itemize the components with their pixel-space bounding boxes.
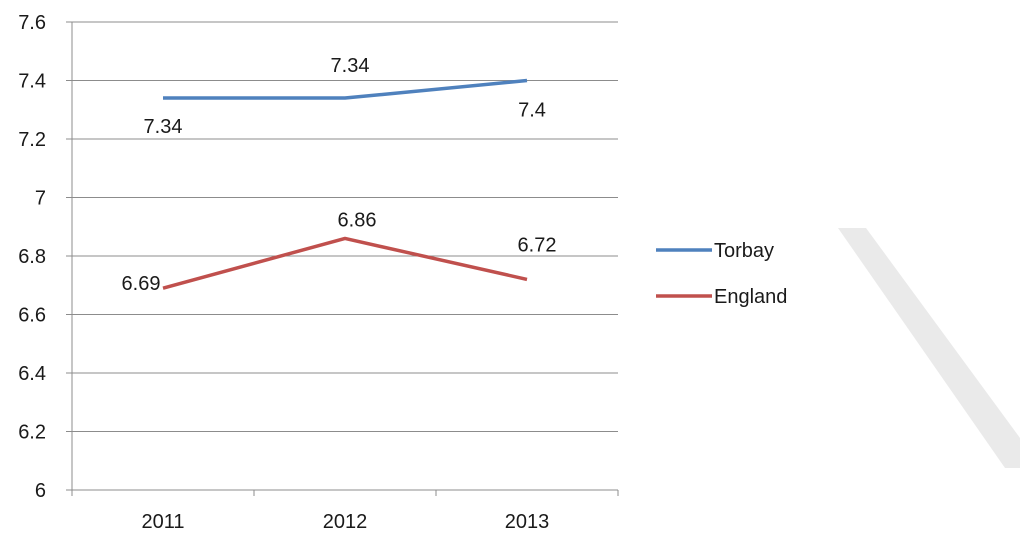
data-labels: 7.34 7.34 7.4 6.69 6.86 6.72 xyxy=(122,55,557,295)
x-tick-label: 2013 xyxy=(505,511,550,533)
legend: Torbay England xyxy=(656,240,787,308)
y-tick-label: 7.2 xyxy=(18,129,46,151)
y-axis-ticks: 6 6.2 6.4 6.6 6.8 7 7.2 7.4 7.6 xyxy=(18,12,72,502)
legend-label-torbay: Torbay xyxy=(714,240,774,262)
series-line-torbay xyxy=(163,78,528,100)
y-tick-label: 7.6 xyxy=(18,12,46,34)
data-label-torbay: 7.34 xyxy=(144,116,183,138)
x-tick-label: 2012 xyxy=(323,511,368,533)
y-tick-label: 7.4 xyxy=(18,71,46,93)
data-label-england: 6.72 xyxy=(518,234,557,256)
data-label-torbay: 7.4 xyxy=(518,100,546,122)
data-label-torbay: 7.34 xyxy=(331,55,370,77)
y-tick-label: 6.6 xyxy=(18,305,46,327)
y-tick-label: 6.4 xyxy=(18,363,46,385)
x-axis-ticks: 2011 2012 2013 xyxy=(71,490,619,533)
x-tick-label: 2011 xyxy=(141,511,184,533)
series-line-england xyxy=(162,236,528,290)
y-tick-label: 6 xyxy=(35,480,46,502)
series-lines xyxy=(162,78,528,290)
data-label-england: 6.69 xyxy=(122,273,161,295)
y-tick-label: 6.2 xyxy=(18,422,46,444)
data-label-england: 6.86 xyxy=(338,209,377,231)
gridlines xyxy=(72,21,618,432)
legend-label-england: England xyxy=(714,286,787,308)
y-tick-label: 7 xyxy=(35,188,46,210)
y-tick-label: 6.8 xyxy=(18,246,46,268)
